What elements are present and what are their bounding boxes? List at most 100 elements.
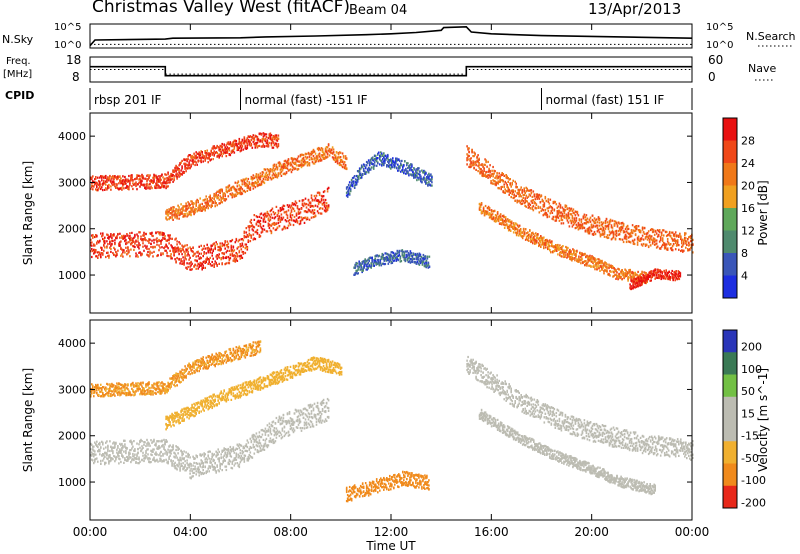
power-echo-cell bbox=[319, 149, 322, 152]
power-echo-cell bbox=[275, 142, 278, 145]
power-echo-cell bbox=[224, 151, 226, 154]
power-echo-cell bbox=[540, 236, 542, 239]
power-echo-cell bbox=[598, 231, 601, 234]
power-echo-cell bbox=[234, 241, 237, 244]
power-echo-cell bbox=[170, 178, 172, 181]
power-echo-cell bbox=[608, 222, 611, 225]
power-echo-cell bbox=[216, 263, 218, 267]
power-echo-cell bbox=[404, 258, 407, 261]
power-echo-cell bbox=[543, 213, 546, 216]
power-echo-cell bbox=[644, 237, 647, 240]
power-echo-cell bbox=[285, 171, 288, 174]
power-echo-cell bbox=[340, 160, 343, 163]
power-echo-cell bbox=[202, 208, 204, 211]
power-echo-cell bbox=[102, 253, 104, 256]
power-echo-cell bbox=[515, 186, 517, 189]
power-echo-cell bbox=[109, 177, 111, 181]
power-echo-cell bbox=[132, 240, 134, 243]
power-echo-cell bbox=[173, 248, 175, 252]
power-echo-cell bbox=[278, 165, 281, 168]
power-echo-cell bbox=[225, 147, 228, 151]
power-echo-cell bbox=[421, 181, 423, 184]
power-echo-cell bbox=[360, 164, 363, 167]
power-echo-cell bbox=[637, 229, 640, 232]
power-echo-cell bbox=[363, 259, 365, 263]
power-echo-cell bbox=[594, 268, 596, 271]
power-echo-cell bbox=[185, 248, 187, 251]
power-echo-cell bbox=[407, 170, 409, 173]
power-echo-cell bbox=[186, 163, 188, 166]
power-echo-cell bbox=[484, 158, 486, 161]
power-echo-cell bbox=[248, 139, 251, 142]
power-echo-cell bbox=[344, 157, 347, 160]
power-echo-cell bbox=[518, 195, 520, 198]
power-echo-cell bbox=[222, 252, 224, 255]
power-echo-cell bbox=[527, 206, 530, 209]
power-echo-cell bbox=[571, 215, 574, 218]
power-echo-cell bbox=[227, 242, 230, 245]
power-echo-cell bbox=[292, 161, 295, 164]
power-echo-cell bbox=[661, 237, 664, 240]
power-echo-cell bbox=[128, 241, 130, 244]
power-echo-cell bbox=[179, 250, 181, 253]
power-echo-cell bbox=[188, 205, 190, 208]
power-echo-cell bbox=[234, 143, 237, 147]
power-echo-cell bbox=[119, 236, 121, 239]
power-echo-cell bbox=[422, 256, 425, 260]
power-echo-cell bbox=[300, 164, 303, 167]
power-echo-cell bbox=[363, 165, 366, 168]
power-echo-cell bbox=[372, 163, 375, 166]
power-echo-cell bbox=[501, 221, 504, 224]
power-echo-cell bbox=[105, 176, 107, 180]
power-echo-cell bbox=[477, 161, 479, 164]
power-echo-cell bbox=[380, 159, 382, 162]
power-echo-cell bbox=[226, 245, 229, 248]
power-echo-cell bbox=[219, 144, 221, 147]
power-echo-cell bbox=[535, 242, 537, 245]
power-echo-cell bbox=[99, 185, 101, 188]
power-echo-cell bbox=[90, 178, 92, 181]
power-echo-cell bbox=[608, 263, 610, 266]
power-echo-cell bbox=[692, 238, 694, 241]
power-echo-cell bbox=[507, 180, 509, 183]
power-echo-cell bbox=[420, 259, 423, 262]
power-echo-cell bbox=[562, 208, 565, 211]
power-echo-cell bbox=[326, 190, 329, 193]
power-echo-cell bbox=[499, 180, 501, 183]
power-echo-cell bbox=[390, 254, 393, 257]
power-echo-cell bbox=[288, 222, 291, 225]
power-echo-cell bbox=[401, 249, 404, 252]
power-echo-cell bbox=[601, 259, 603, 262]
power-echo-cell bbox=[365, 259, 367, 262]
power-echo-cell bbox=[277, 172, 280, 175]
power-echo-cell bbox=[188, 262, 190, 265]
power-echo-cell bbox=[98, 187, 100, 190]
power-echo-cell bbox=[310, 158, 313, 161]
power-echo-cell bbox=[675, 235, 678, 238]
power-echo-cell bbox=[185, 207, 187, 210]
power-echo-cell bbox=[258, 176, 261, 179]
power-echo-cell bbox=[689, 248, 691, 251]
power-echo-cell bbox=[343, 165, 346, 168]
power-echo-cell bbox=[208, 247, 210, 250]
power-echo-cell bbox=[481, 174, 483, 177]
power-echo-cell bbox=[429, 183, 431, 186]
power-echo-cell bbox=[271, 146, 274, 149]
power-echo-cell bbox=[270, 209, 273, 212]
power-echo-cell bbox=[657, 234, 660, 237]
power-echo-cell bbox=[231, 192, 234, 195]
power-echo-cell bbox=[684, 238, 686, 241]
power-echo-cell bbox=[581, 254, 583, 257]
power-echo-cell bbox=[570, 222, 573, 225]
power-echo-cell bbox=[635, 225, 638, 229]
power-echo-cell bbox=[185, 202, 187, 205]
power-echo-cell bbox=[180, 203, 182, 206]
power-echo-cell bbox=[357, 177, 360, 180]
power-echo-cell bbox=[314, 152, 317, 155]
power-echo-cell bbox=[222, 243, 224, 246]
power-echo-cell bbox=[601, 229, 604, 232]
power-echo-cell bbox=[260, 231, 263, 234]
power-echo-cell bbox=[147, 174, 149, 177]
power-echo-cell bbox=[516, 192, 518, 195]
power-echo-cell bbox=[221, 197, 223, 200]
